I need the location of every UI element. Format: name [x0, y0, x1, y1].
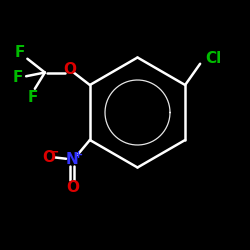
Text: F: F	[27, 90, 38, 105]
Text: O: O	[63, 62, 76, 78]
Text: N: N	[66, 152, 79, 168]
Text: F: F	[15, 45, 25, 60]
Text: O: O	[42, 150, 55, 165]
Text: Cl: Cl	[205, 51, 222, 66]
Text: +: +	[74, 150, 83, 160]
Text: O: O	[66, 180, 79, 195]
Text: −: −	[49, 146, 59, 158]
Text: F: F	[12, 70, 22, 85]
